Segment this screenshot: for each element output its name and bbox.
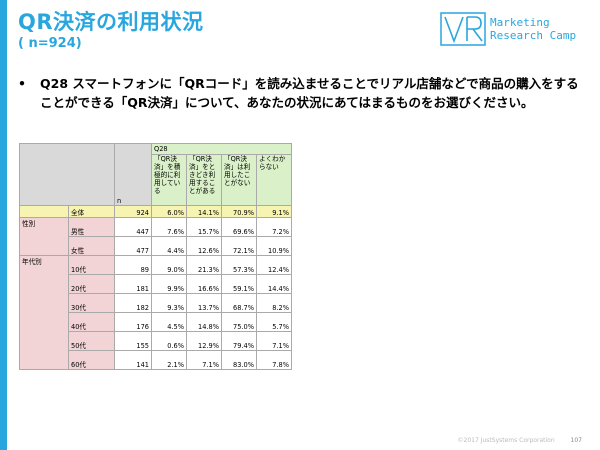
option-header: よくわからない — [256, 154, 292, 206]
n-cell: 181 — [114, 274, 152, 294]
n-cell: 182 — [114, 293, 152, 313]
value-cell: 68.7% — [221, 293, 257, 313]
value-cell: 7.1% — [256, 331, 292, 351]
value-cell: 12.4% — [256, 255, 292, 275]
company-logo: Marketing Research Camp — [440, 12, 590, 46]
table-row: 50代 155 0.6% 12.9% 79.4% 7.1% — [20, 331, 292, 351]
value-cell: 72.1% — [221, 236, 257, 256]
row-label: 50代 — [68, 331, 115, 351]
value-cell: 5.7% — [256, 312, 292, 332]
n-cell: 477 — [114, 236, 152, 256]
value-cell: 7.8% — [256, 350, 292, 370]
value-cell: 70.9% — [221, 205, 257, 218]
group-label-gender: 性別 — [19, 217, 69, 256]
page-number: 107 — [570, 437, 582, 444]
n-cell: 447 — [114, 217, 152, 237]
n-cell: 176 — [114, 312, 152, 332]
page-title: QR決済の利用状況 — [18, 10, 204, 34]
row-label: 30代 — [68, 293, 115, 313]
row-label: 40代 — [68, 312, 115, 332]
value-cell: 0.6% — [151, 331, 187, 351]
value-cell: 59.1% — [221, 274, 257, 294]
option-header: 「QR決済」を積極的に利用している — [151, 154, 187, 206]
accent-bar — [0, 0, 7, 450]
value-cell: 4.5% — [151, 312, 187, 332]
table-row: 性別 男性 447 7.6% 15.7% 69.6% 7.2% — [19, 217, 292, 256]
value-cell: 21.3% — [186, 255, 222, 275]
value-cell: 16.6% — [186, 274, 222, 294]
option-header: 「QR決済」は利用したことがない — [221, 154, 257, 206]
value-cell: 7.2% — [256, 217, 292, 237]
value-cell: 83.0% — [221, 350, 257, 370]
value-cell: 2.1% — [151, 350, 187, 370]
row-label: 男性 — [68, 217, 115, 237]
copyright-text: ©2017 JustSystems Corporation — [457, 437, 555, 444]
table-row: 60代 141 2.1% 7.1% 83.0% 7.8% — [20, 350, 292, 370]
value-cell: 14.1% — [186, 205, 222, 218]
table-row: 20代 181 9.9% 16.6% 59.1% 14.4% — [20, 274, 292, 294]
value-cell: 10.9% — [256, 236, 292, 256]
total-spacer — [19, 205, 69, 218]
sample-size-subtitle: ( n=924) — [18, 36, 82, 51]
value-cell: 9.0% — [151, 255, 187, 275]
footer: ©2017 JustSystems Corporation 107 — [458, 437, 582, 444]
logo-line-2: Research Camp — [490, 29, 577, 42]
group-label-age: 年代別 — [19, 255, 69, 370]
row-label: 20代 — [68, 274, 115, 294]
logo-text: Marketing Research Camp — [490, 16, 576, 42]
value-cell: 12.9% — [186, 331, 222, 351]
value-cell: 14.8% — [186, 312, 222, 332]
value-cell: 9.3% — [151, 293, 187, 313]
row-label: 10代 — [68, 255, 115, 275]
table-row: 30代 182 9.3% 13.7% 68.7% 8.2% — [20, 293, 292, 313]
n-header: n — [114, 143, 152, 206]
value-cell: 9.9% — [151, 274, 187, 294]
table-corner — [19, 143, 115, 206]
value-cell: 6.0% — [151, 205, 187, 218]
vr-logo-icon — [440, 12, 486, 46]
value-cell: 9.1% — [256, 205, 292, 218]
n-cell: 89 — [114, 255, 152, 275]
row-label: 女性 — [68, 236, 115, 256]
n-cell: 141 — [114, 350, 152, 370]
table-row: 年代別 10代 89 9.0% 21.3% 57.3% 12.4% — [19, 255, 292, 370]
row-label: 60代 — [68, 350, 115, 370]
value-cell: 14.4% — [256, 274, 292, 294]
value-cell: 7.6% — [151, 217, 187, 237]
question-text: Q28 スマートフォンに「QRコード」を読み込ませることでリアル店舗などで商品の… — [40, 76, 579, 110]
logo-line-1: Marketing — [490, 16, 550, 29]
n-cell: 155 — [114, 331, 152, 351]
table-row: 女性 477 4.4% 12.6% 72.1% 10.9% — [20, 236, 292, 256]
value-cell: 13.7% — [186, 293, 222, 313]
value-cell: 7.1% — [186, 350, 222, 370]
value-cell: 12.6% — [186, 236, 222, 256]
bullet-icon: • — [18, 76, 26, 91]
value-cell: 75.0% — [221, 312, 257, 332]
value-cell: 79.4% — [221, 331, 257, 351]
table-row-total: 全体 924 6.0% 14.1% 70.9% 9.1% — [19, 205, 292, 218]
value-cell: 57.3% — [221, 255, 257, 275]
value-cell: 4.4% — [151, 236, 187, 256]
value-cell: 15.7% — [186, 217, 222, 237]
option-header: 「QR決済」をときどき利用することがある — [186, 154, 222, 206]
question-block: • Q28 スマートフォンに「QRコード」を読み込ませることでリアル店舗などで商… — [18, 74, 590, 112]
results-table: n Q28 「QR決済」を積極的に利用している 「QR決済」をときどき利用するこ… — [19, 142, 292, 370]
total-label: 全体 — [68, 205, 115, 218]
value-cell: 8.2% — [256, 293, 292, 313]
n-cell: 924 — [114, 205, 152, 218]
question-header: Q28 — [151, 142, 292, 156]
value-cell: 69.6% — [221, 217, 257, 237]
